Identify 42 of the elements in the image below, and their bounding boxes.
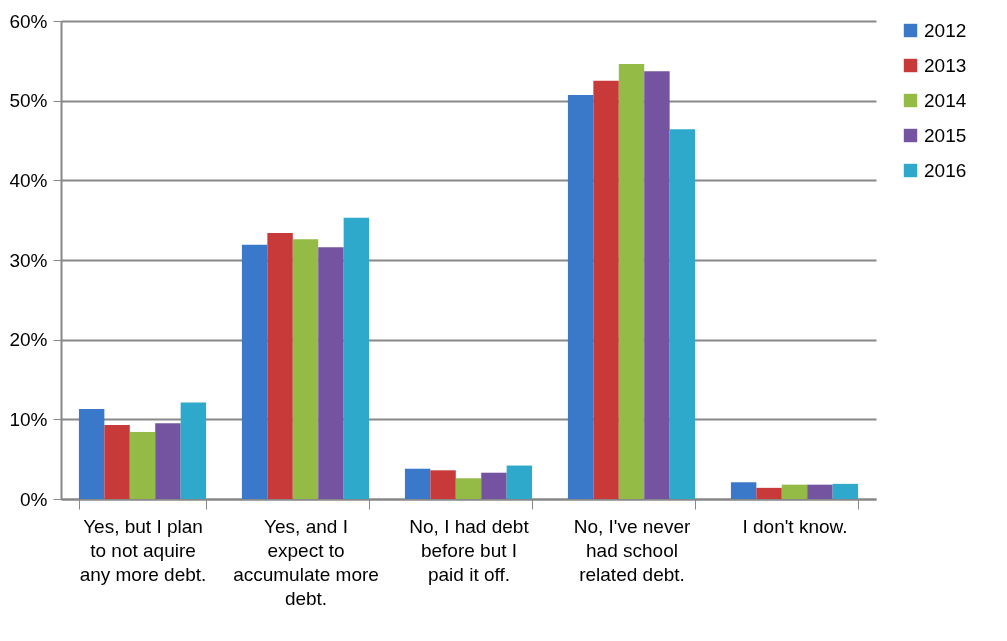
x-tick-label: No, I've never had school related debt.	[573, 515, 691, 585]
x-tick-label: Yes, and I expect to accumulate more debt.	[233, 515, 379, 609]
legend-label: 2013	[924, 54, 967, 76]
legend-label: 2015	[924, 124, 967, 146]
bar	[180, 402, 207, 499]
x-tick-label: No, I had debt before but I paid it off.	[409, 515, 530, 585]
bar	[567, 95, 594, 499]
bar	[78, 408, 105, 499]
bar	[241, 244, 268, 499]
bar	[430, 470, 456, 499]
bar	[343, 217, 370, 499]
x-tick-label: I don't know.	[742, 515, 848, 537]
bar	[730, 482, 757, 499]
bar	[318, 247, 344, 499]
bar	[618, 64, 645, 499]
bar	[644, 71, 670, 499]
bar	[832, 483, 859, 499]
bar	[155, 423, 181, 499]
y-tick-label: 40%	[9, 169, 48, 191]
y-tick-label: 60%	[9, 10, 48, 32]
bar	[404, 468, 431, 499]
bar	[455, 478, 482, 499]
x-tick-label: Yes, but I plan to not aquire any more debt.	[79, 515, 207, 585]
bar	[807, 484, 833, 499]
legend-label: 2014	[924, 89, 967, 111]
bar	[593, 80, 619, 499]
bar	[481, 472, 507, 499]
bar	[781, 484, 808, 499]
bar	[756, 487, 782, 499]
bar	[267, 232, 293, 499]
y-tick-label: 50%	[9, 90, 48, 112]
y-tick-label: 20%	[9, 329, 48, 351]
y-tick-label: 10%	[9, 408, 48, 430]
bar	[292, 239, 319, 499]
bar	[506, 465, 533, 499]
bar	[129, 432, 156, 499]
y-tick-label: 30%	[9, 249, 48, 271]
bar	[104, 424, 130, 499]
y-tick-label: 0%	[20, 488, 48, 510]
legend-label: 2012	[924, 19, 967, 41]
legend-label: 2016	[924, 159, 967, 181]
bar	[669, 129, 696, 499]
